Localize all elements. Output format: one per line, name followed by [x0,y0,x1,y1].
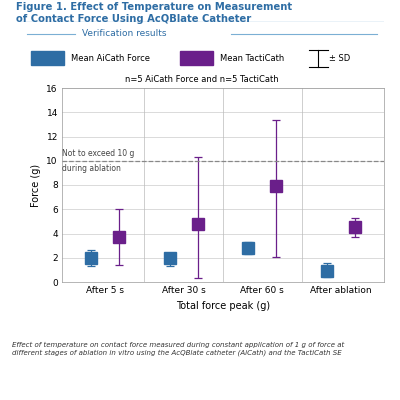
Text: ± SD: ± SD [330,54,351,63]
FancyBboxPatch shape [9,20,395,47]
Text: Not to exceed 10 g: Not to exceed 10 g [62,149,134,158]
FancyBboxPatch shape [4,12,398,344]
Text: n=5 AiCath Force and n=5 TactiCath: n=5 AiCath Force and n=5 TactiCath [125,75,279,84]
Text: Mean TactiCath: Mean TactiCath [220,54,284,63]
Y-axis label: Force (g): Force (g) [31,164,41,206]
Text: Figure 1. Effect of Temperature on Measurement: Figure 1. Effect of Temperature on Measu… [16,2,292,12]
Text: of Contact Force Using AcQBlate Catheter: of Contact Force Using AcQBlate Catheter [16,14,251,24]
Bar [180,52,213,65]
Text: Mean AiCath Force: Mean AiCath Force [71,54,150,63]
X-axis label: Total force peak (g): Total force peak (g) [176,301,270,311]
Text: Effect of temperature on contact force measured during constant application of 1: Effect of temperature on contact force m… [12,342,344,356]
Text: during ablation: during ablation [62,164,121,173]
Text: Verification results: Verification results [82,29,166,38]
Bar [31,52,64,65]
